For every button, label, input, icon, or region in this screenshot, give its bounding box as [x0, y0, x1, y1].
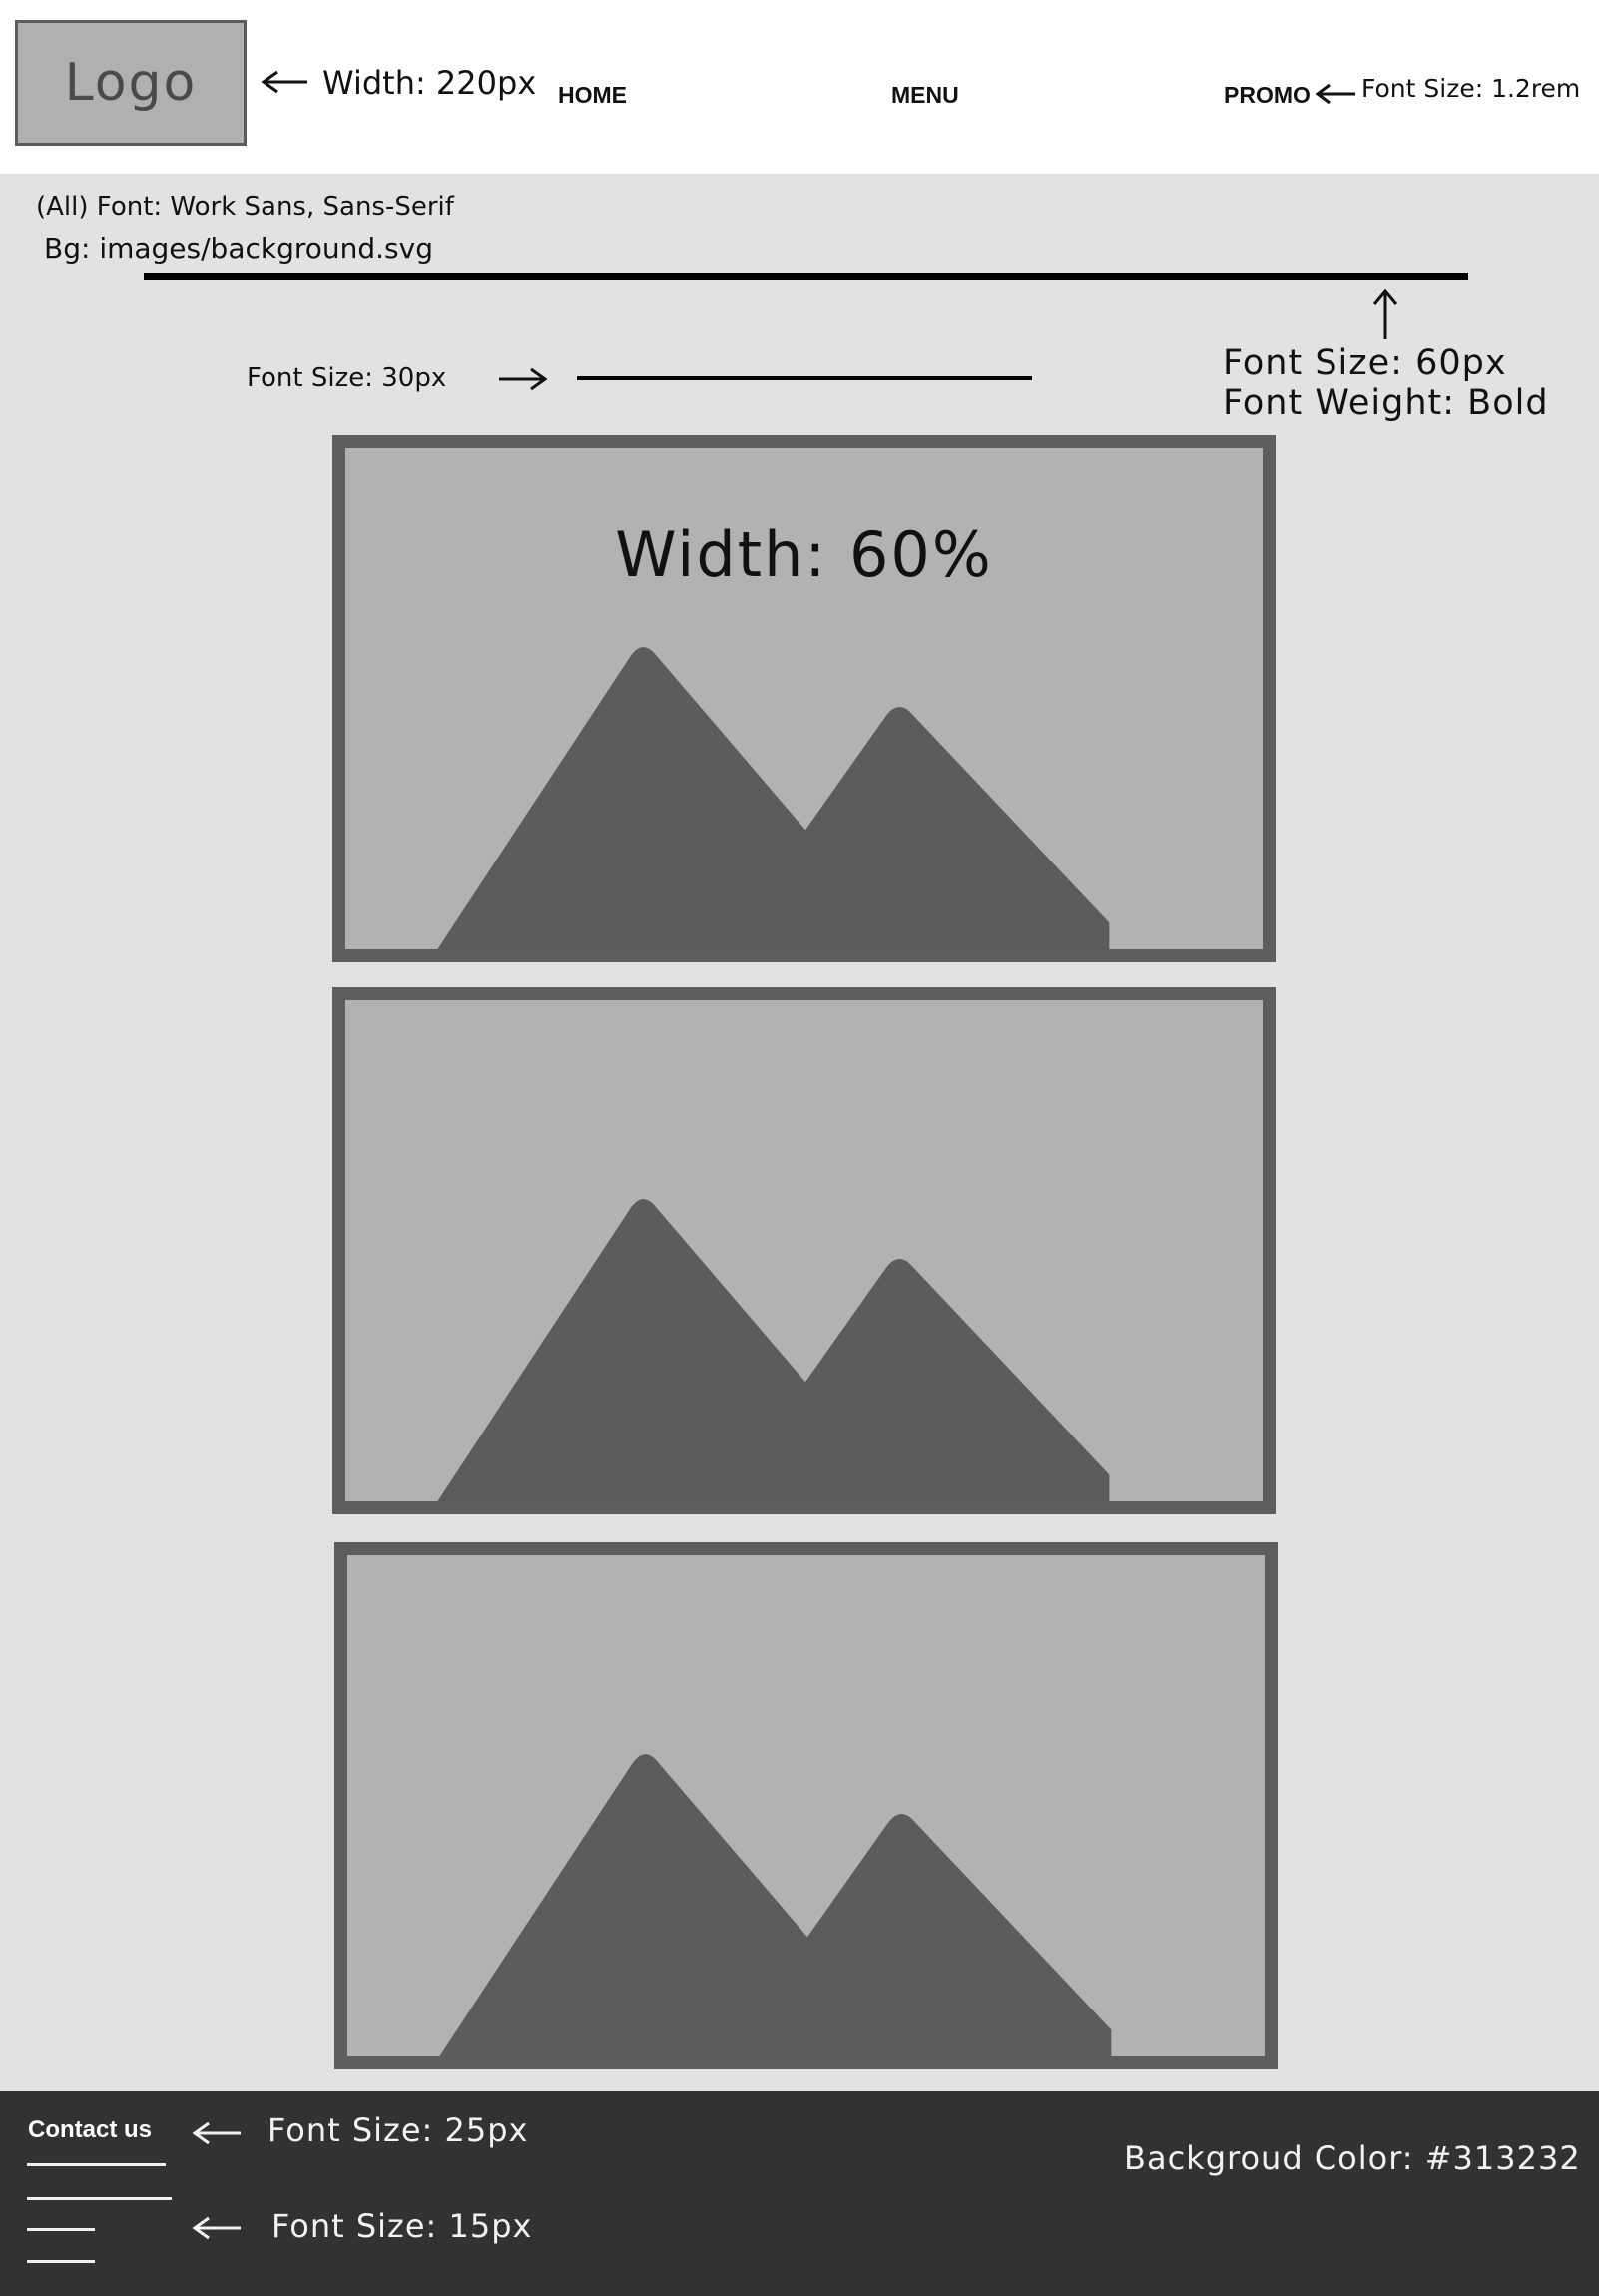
logo-text: Logo: [64, 53, 198, 113]
image-placeholder-icon: [439, 1754, 1112, 2056]
site-footer: Contact us Font Size: 25px Font Size: 15…: [0, 2091, 1599, 2296]
links-size-note: Font Size: 15px: [271, 2207, 533, 2245]
nav-promo[interactable]: PROMO: [1224, 82, 1311, 108]
footer-link-placeholder[interactable]: [27, 2197, 172, 2200]
image-card-1: Width: 60%: [332, 435, 1276, 962]
image-card-3: [334, 1542, 1278, 2069]
nav-font-note: Font Size: 1.2rem: [1361, 74, 1581, 103]
contact-underline: [27, 2163, 166, 2166]
heading-weight-note: Font Weight: Bold: [1223, 383, 1549, 423]
arrow-left-icon: [192, 2121, 241, 2145]
contact-us-link[interactable]: Contact us: [28, 2116, 153, 2143]
contact-size-note: Font Size: 25px: [267, 2111, 529, 2149]
card-width-label: Width: 60%: [615, 518, 993, 591]
arrow-left-icon: [1315, 83, 1355, 105]
logo[interactable]: Logo: [15, 20, 247, 146]
footer-link-placeholder[interactable]: [27, 2260, 95, 2263]
nav-menu[interactable]: MENU: [891, 82, 959, 108]
nav-home[interactable]: HOME: [558, 82, 627, 108]
arrow-left-icon: [192, 2216, 241, 2240]
footer-bg-note: Backgroud Color: #313232: [1124, 2139, 1581, 2177]
arrow-up-icon: [1372, 288, 1398, 339]
image-card-2: [332, 987, 1276, 1514]
logo-width-note: Width: 220px: [322, 64, 537, 102]
heading-size-note: Font Size: 60px: [1223, 343, 1507, 383]
arrow-right-icon: [499, 367, 548, 391]
subheading-size-note: Font Size: 30px: [247, 363, 447, 393]
footer-link-placeholder[interactable]: [27, 2228, 95, 2231]
arrow-left-icon: [261, 70, 307, 94]
subheading-placeholder-line: [577, 376, 1032, 380]
image-placeholder-icon: [437, 647, 1110, 949]
background-note: Bg: images/background.svg: [44, 232, 433, 265]
font-family-note: (All) Font: Work Sans, Sans-Serif: [36, 192, 454, 222]
heading-placeholder-line: [144, 273, 1468, 280]
site-header: Logo Width: 220px HOME MENU PROMO Font S…: [0, 0, 1599, 174]
image-placeholder-icon: [437, 1199, 1110, 1501]
